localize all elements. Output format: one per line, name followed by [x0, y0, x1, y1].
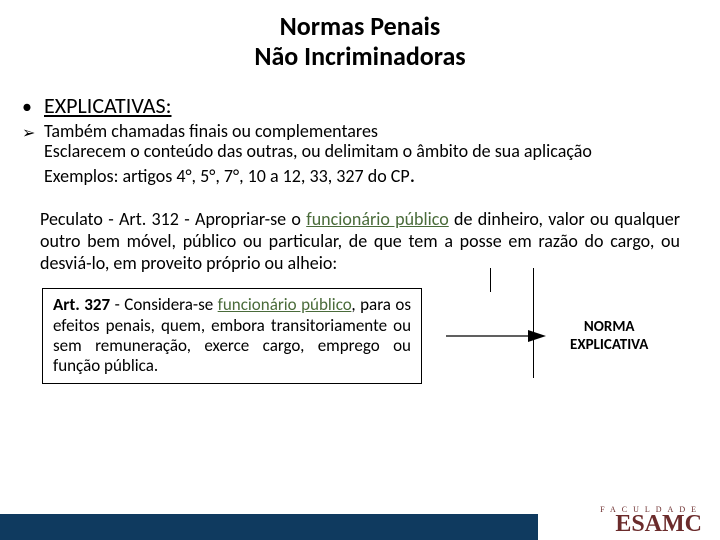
heading-row: • EXPLICATIVAS: — [22, 92, 692, 119]
slide-title: Normas Penais Não Incriminadoras — [0, 0, 720, 82]
footer-brand: ESAMC — [600, 514, 702, 536]
connector-line — [533, 268, 534, 378]
art327-mid: - Considera-se — [110, 294, 218, 315]
footer: FACULDADE ESAMC — [0, 502, 720, 540]
title-line-2: Não Incriminadoras — [0, 42, 720, 72]
arrow-right-icon — [446, 321, 546, 351]
norma-line-2: EXPLICATIVA — [570, 336, 648, 354]
norma-label: NORMA EXPLICATIVA — [570, 318, 648, 354]
lower-row: Art. 327 - Considera-se funcionário públ… — [42, 288, 720, 384]
arrow-icon: ➢ — [22, 121, 44, 143]
content-section: • EXPLICATIVAS: ➢ Também chamadas finais… — [0, 92, 720, 188]
norma-line-1: NORMA — [584, 318, 635, 336]
peculato-paragraph: Peculato - Art. 312 - Apropriar-se o fun… — [40, 209, 680, 274]
art327-box: Art. 327 - Considera-se funcionário públ… — [42, 288, 422, 384]
arrow-line-3-period: . — [410, 161, 416, 188]
art327-prefix: Art. 327 — [53, 294, 110, 315]
heading-text: EXPLICATIVAS: — [44, 92, 172, 119]
arrow-item: ➢ Também chamadas finais ou complementar… — [22, 121, 692, 188]
arrow-line-1: Também chamadas finais ou complementares — [44, 120, 378, 142]
bullet-icon: • — [22, 95, 44, 119]
peculato-link: funcionário público — [306, 208, 449, 230]
arrow-body: Também chamadas finais ou complementares… — [44, 121, 592, 188]
peculato-prefix: Peculato - Art. 312 - Apropriar-se o — [40, 208, 306, 230]
footer-bar — [0, 514, 538, 540]
arrow-line-2: Esclarecem o conteúdo das outras, ou del… — [44, 140, 592, 162]
connector-line — [490, 268, 491, 292]
arrow-line-3-prefix: Exemplos: artigos 4°, 5°, 7°, 10 a 12, 3… — [44, 165, 410, 187]
title-line-1: Normas Penais — [0, 12, 720, 42]
footer-logo: FACULDADE ESAMC — [600, 505, 702, 536]
art327-link: funcionário público — [218, 294, 352, 315]
